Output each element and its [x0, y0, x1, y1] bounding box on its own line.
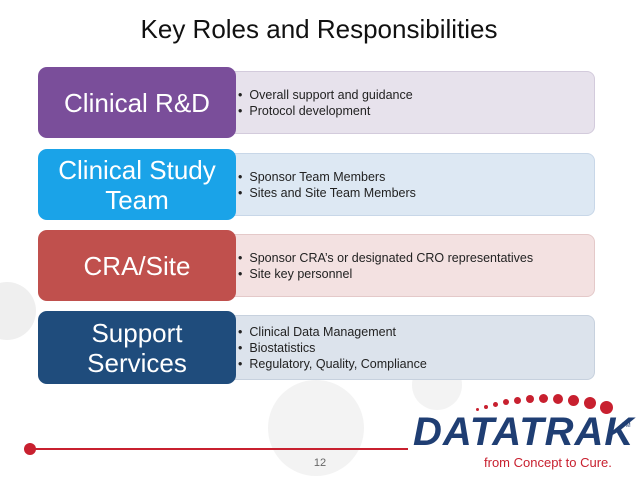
logo-dot-icon — [526, 395, 534, 403]
role-details-support-services: Clinical Data Management Biostatistics R… — [205, 315, 595, 380]
role-label: Clinical Study Team — [58, 154, 216, 215]
role-bullet: Biostatistics — [238, 340, 594, 356]
logo-trademark: TM — [622, 423, 631, 429]
role-label: CRA/Site — [83, 250, 191, 281]
logo-dot-icon — [484, 405, 488, 409]
background-circle — [268, 380, 364, 476]
role-label: Support Services — [87, 317, 187, 378]
role-bullet: Sites and Site Team Members — [238, 185, 594, 201]
role-box-clinical-rd: Clinical R&D — [38, 67, 236, 138]
role-details-clinical-rd: Overall support and guidance Protocol de… — [205, 71, 595, 134]
role-box-cra-site: CRA/Site — [38, 230, 236, 301]
logo-dot-icon — [514, 397, 521, 404]
logo-tagline: from Concept to Cure. — [484, 455, 612, 470]
page-number: 12 — [313, 457, 327, 469]
logo-wordmark: DATATRAK — [413, 410, 635, 454]
role-bullet: Regulatory, Quality, Compliance — [238, 356, 594, 372]
role-bullet: Overall support and guidance — [238, 87, 594, 103]
logo-dot-icon — [493, 402, 498, 407]
logo-dot-icon — [476, 408, 479, 411]
footer-divider-line — [30, 448, 408, 450]
role-label: Clinical R&D — [64, 87, 210, 118]
role-bullet: Site key personnel — [238, 266, 594, 282]
role-box-clinical-study-team: Clinical Study Team — [38, 149, 236, 220]
footer-dot-icon — [24, 443, 36, 455]
logo-dot-icon — [584, 397, 596, 409]
background-circle — [0, 282, 36, 340]
role-details-cra-site: Sponsor CRA’s or designated CRO represen… — [205, 234, 595, 297]
role-bullet: Sponsor CRA’s or designated CRO represen… — [238, 250, 594, 266]
role-bullet: Sponsor Team Members — [238, 169, 594, 185]
page-title: Key Roles and Responsibilities — [140, 14, 498, 44]
role-box-support-services: Support Services — [38, 311, 236, 384]
role-bullet: Protocol development — [238, 103, 594, 119]
logo-dot-icon — [600, 401, 613, 414]
role-details-clinical-study-team: Sponsor Team Members Sites and Site Team… — [205, 153, 595, 216]
role-bullet: Clinical Data Management — [238, 324, 594, 340]
logo-dot-icon — [553, 394, 563, 404]
logo-dot-icon — [568, 395, 579, 406]
logo-dot-icon — [539, 394, 548, 403]
logo-dot-icon — [503, 399, 509, 405]
